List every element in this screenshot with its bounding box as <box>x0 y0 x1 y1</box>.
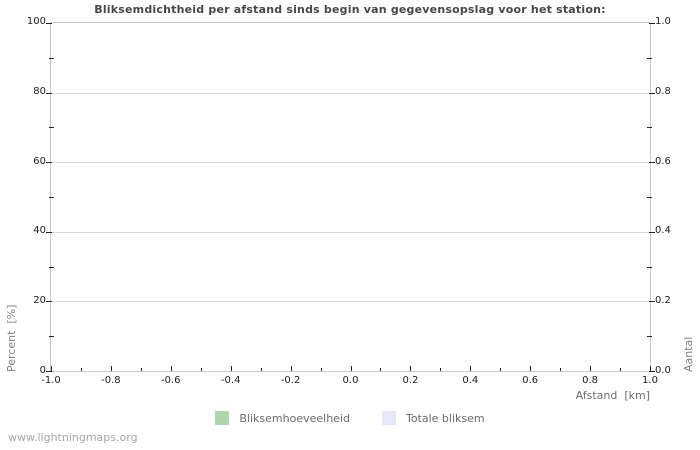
legend-label: Totale bliksem <box>405 411 485 425</box>
y-major-tick-left <box>46 231 52 233</box>
y-minor-tick-right <box>647 336 652 338</box>
x-minor-tick <box>380 368 382 371</box>
y-tick-label-right: 0.2 <box>655 295 671 307</box>
y-tick-label-left: 0 <box>39 365 46 376</box>
x-tick-label: -0.6 <box>161 375 181 386</box>
y-major-tick-right <box>649 231 655 233</box>
y-major-tick-left <box>46 162 52 164</box>
x-major-tick <box>170 366 172 371</box>
x-tick-label: 0.2 <box>402 375 419 386</box>
y-major-tick-right <box>649 92 655 94</box>
legend-swatch-lavender <box>381 411 396 425</box>
y-tick-label-right: 0.8 <box>655 85 671 97</box>
y-minor-tick-right <box>647 266 652 268</box>
y-major-tick-left <box>46 301 52 303</box>
chart-title: Bliksemdichtheid per afstand sinds begin… <box>94 3 606 16</box>
y-major-tick-right <box>649 162 655 164</box>
x-major-tick <box>410 366 412 371</box>
y-tick-label-right: 1.0 <box>655 16 671 27</box>
x-tick-label: -0.2 <box>280 375 301 386</box>
x-tick-label: 1.0 <box>642 375 658 386</box>
x-major-tick <box>110 366 112 371</box>
y-major-tick-right <box>649 301 655 303</box>
plot-area <box>46 22 655 372</box>
y-axis-label-right: Aantal <box>682 336 695 372</box>
x-major-tick <box>51 366 52 371</box>
x-tick-label: 0.4 <box>462 375 479 386</box>
x-major-tick <box>650 366 651 371</box>
x-minor-tick <box>560 368 562 371</box>
y-major-tick-left <box>46 92 52 94</box>
x-tick-label: 0.6 <box>522 375 539 386</box>
y-major-tick-left <box>46 371 52 372</box>
x-minor-tick <box>200 368 202 371</box>
y-minor-tick-left <box>49 197 54 198</box>
x-major-tick <box>290 366 292 371</box>
x-minor-tick <box>80 368 82 371</box>
x-minor-tick <box>500 368 502 371</box>
gridline <box>51 301 650 303</box>
x-major-tick <box>530 366 532 371</box>
y-minor-tick-right <box>647 197 652 198</box>
x-minor-tick <box>260 368 262 371</box>
y-tick-label-right: 0.0 <box>655 365 671 376</box>
legend: Bliksemhoeveelheid Totale bliksem <box>0 411 700 425</box>
y-minor-tick-left <box>49 266 54 268</box>
y-minor-tick-left <box>49 127 54 129</box>
y-tick-label-right: 0.4 <box>655 225 671 237</box>
y-minor-tick-right <box>647 127 652 129</box>
gridline <box>51 231 650 233</box>
x-minor-tick <box>140 368 142 371</box>
x-minor-tick <box>620 368 622 371</box>
y-minor-tick-left <box>49 336 54 338</box>
x-minor-tick <box>320 368 322 371</box>
y-minor-tick-right <box>647 57 652 59</box>
x-major-tick <box>590 366 592 371</box>
y-tick-label-left: 100 <box>26 16 46 27</box>
gridline <box>51 92 650 94</box>
x-major-tick <box>350 366 352 371</box>
y-tick-label-left: 60 <box>33 155 46 167</box>
legend-item-bliksemhoeveelheid: Bliksemhoeveelheid <box>215 411 350 425</box>
x-tick-label: -0.8 <box>101 375 121 386</box>
y-minor-tick-left <box>49 57 54 59</box>
x-tick-label: -0.4 <box>220 375 241 386</box>
y-tick-label-left: 20 <box>33 295 46 307</box>
x-tick-label: 0.0 <box>342 375 359 386</box>
y-major-tick-right <box>649 371 655 372</box>
y-tick-label-left: 80 <box>33 85 46 97</box>
watermark: www.lightningmaps.org <box>8 431 138 444</box>
y-tick-label-right: 0.6 <box>655 155 671 167</box>
x-axis-label: Afstand [km] <box>575 389 650 402</box>
y-axis-label-left: Percent [%] <box>5 304 18 372</box>
x-tick-label: -1.0 <box>41 375 61 386</box>
gridline <box>51 162 650 164</box>
x-tick-label: 0.8 <box>582 375 599 386</box>
legend-item-totale-bliksem: Totale bliksem <box>381 411 485 425</box>
legend-label: Bliksemhoeveelheid <box>239 411 350 425</box>
y-major-tick-left <box>46 23 52 24</box>
x-minor-tick <box>440 368 442 371</box>
y-major-tick-right <box>649 23 655 24</box>
x-major-tick <box>470 366 472 371</box>
y-tick-label-left: 40 <box>33 225 46 237</box>
x-major-tick <box>230 366 232 371</box>
legend-swatch-green <box>215 411 230 425</box>
